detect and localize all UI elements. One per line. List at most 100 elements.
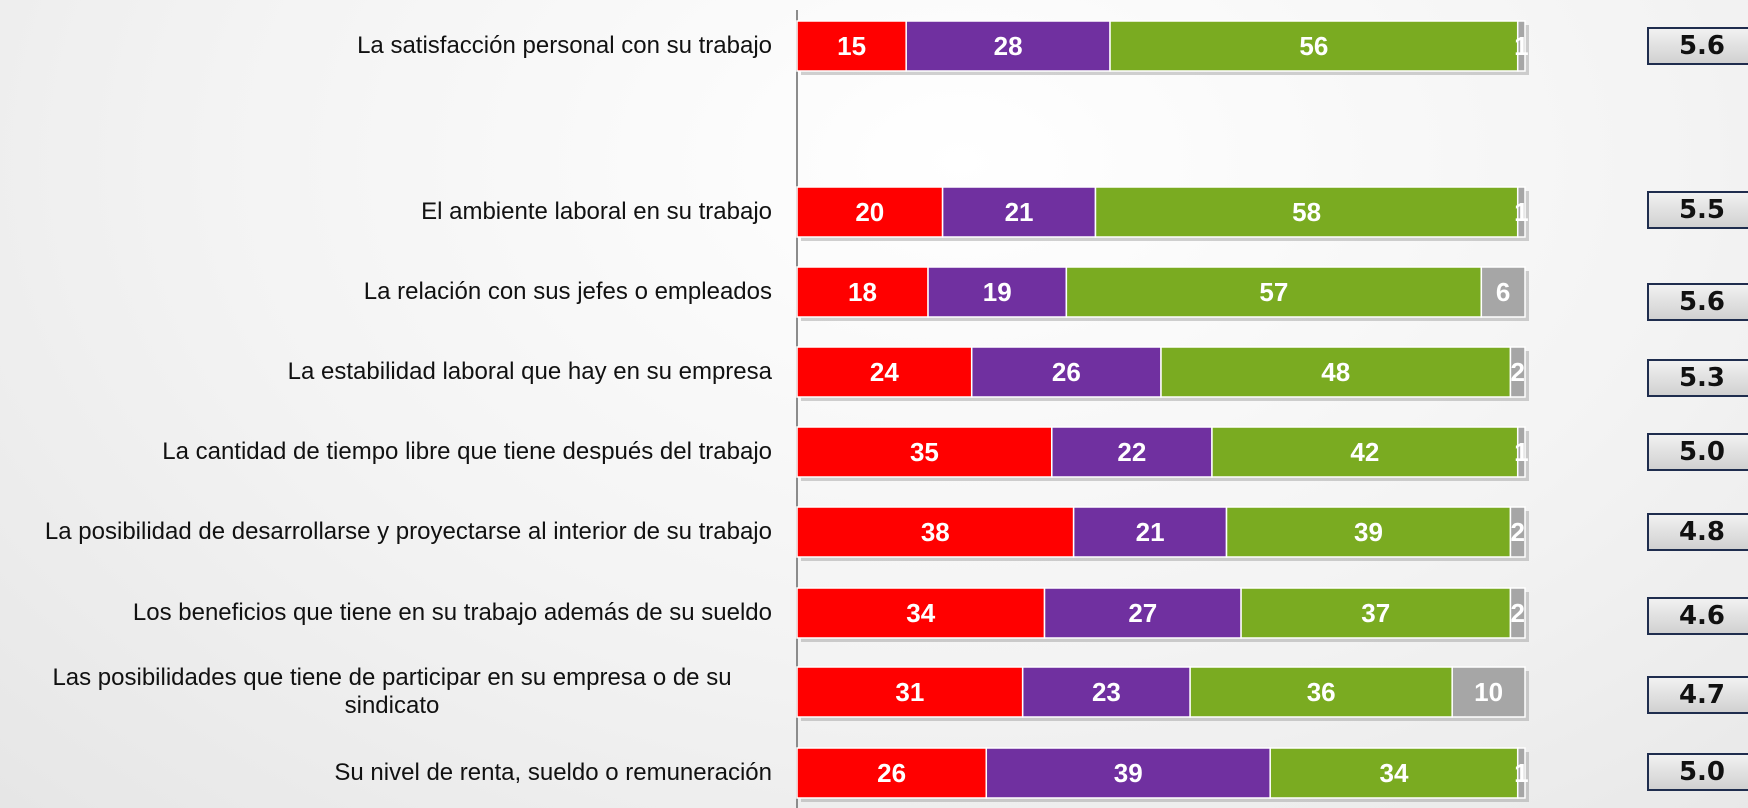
score-label: 4.6	[1679, 601, 1725, 631]
score-box	[1647, 191, 1748, 229]
score-box	[1647, 676, 1748, 714]
value-label: 2	[1510, 357, 1524, 387]
bar-segment	[1065, 266, 1483, 318]
score-box	[1647, 433, 1748, 471]
bar-segment	[941, 186, 1097, 238]
bar-segment	[796, 747, 988, 799]
category-text: La posibilidad de desarrollarse y proyec…	[44, 518, 772, 545]
value-label: 2	[1510, 517, 1524, 547]
category-label: La estabilidad laboral que hay en su emp…	[0, 358, 772, 386]
score-label: 5.6	[1679, 287, 1725, 317]
value-label: 39	[1354, 517, 1383, 547]
value-label: 48	[1321, 357, 1350, 387]
bar-segment	[796, 506, 1075, 558]
category-text: Las posibilidades que tiene de participa…	[52, 664, 732, 719]
value-label: 27	[1128, 598, 1157, 628]
score-box	[1647, 597, 1748, 635]
value-label: 31	[895, 677, 924, 707]
value-label: 23	[1092, 677, 1121, 707]
bar-segment	[796, 186, 944, 238]
bar-segment	[1480, 266, 1526, 318]
bar-segment	[796, 266, 929, 318]
bar-segment	[1516, 426, 1526, 478]
value-label: 1	[1514, 437, 1528, 467]
bar-segment	[796, 666, 1024, 718]
bar-segment	[1051, 426, 1213, 478]
bar-segment	[1509, 587, 1526, 639]
score-label: 5.3	[1679, 363, 1725, 393]
score-label: 5.6	[1679, 31, 1725, 61]
category-label: Su nivel de renta, sueldo o remuneración	[0, 759, 772, 787]
value-label: 19	[983, 277, 1012, 307]
bar-segment	[1160, 346, 1512, 398]
value-label: 2	[1510, 598, 1524, 628]
bar-segment	[1043, 587, 1242, 639]
bar-segment	[1021, 666, 1191, 718]
value-label: 20	[855, 197, 884, 227]
value-label: 1	[1514, 31, 1528, 61]
bar-segment	[1516, 186, 1526, 238]
bar-segment	[796, 426, 1053, 478]
category-label: La relación con sus jefes o empleados	[0, 278, 772, 306]
value-label: 56	[1299, 31, 1328, 61]
category-label: La satisfacción personal con su trabajo	[0, 32, 772, 60]
bar-segment	[1509, 506, 1526, 558]
score-label: 4.7	[1679, 680, 1725, 710]
value-label: 1	[1514, 197, 1528, 227]
value-label: 37	[1361, 598, 1390, 628]
value-label: 58	[1292, 197, 1321, 227]
category-text: Su nivel de renta, sueldo o remuneración	[334, 759, 772, 786]
value-label: 28	[994, 31, 1023, 61]
category-label: El ambiente laboral en su trabajo	[0, 198, 772, 226]
bar-segment	[1516, 747, 1526, 799]
bar-segment	[1109, 20, 1519, 72]
category-text: La estabilidad laboral que hay en su emp…	[287, 358, 772, 385]
bar-segment	[1211, 426, 1519, 478]
category-text: El ambiente laboral en su trabajo	[421, 198, 772, 225]
bar-segment	[796, 20, 907, 72]
value-label: 39	[1114, 758, 1143, 788]
value-label: 24	[870, 357, 899, 387]
category-label: Las posibilidades que tiene de participa…	[0, 664, 772, 720]
bar-segment	[927, 266, 1068, 318]
score-box	[1647, 753, 1748, 791]
value-label: 42	[1350, 437, 1379, 467]
score-label: 5.5	[1679, 195, 1725, 225]
bar-segment	[796, 346, 973, 398]
score-label: 5.0	[1679, 757, 1725, 787]
bar-segment	[1094, 186, 1519, 238]
bar-segment	[1225, 506, 1512, 558]
value-label: 10	[1474, 677, 1503, 707]
category-text: La cantidad de tiempo libre que tiene de…	[162, 438, 772, 465]
value-label: 34	[906, 598, 935, 628]
category-text: Los beneficios que tiene en su trabajo a…	[132, 599, 772, 626]
value-label: 21	[1136, 517, 1165, 547]
score-box	[1647, 283, 1748, 321]
value-label: 6	[1496, 277, 1510, 307]
value-label: 36	[1307, 677, 1336, 707]
value-label: 57	[1259, 277, 1288, 307]
value-label: 38	[921, 517, 950, 547]
value-label: 1	[1514, 758, 1528, 788]
score-box	[1647, 359, 1748, 397]
bar-segment	[1516, 20, 1526, 72]
score-label: 5.0	[1679, 437, 1725, 467]
value-label: 21	[1005, 197, 1034, 227]
score-box	[1647, 27, 1748, 65]
category-label: La cantidad de tiempo libre que tiene de…	[0, 438, 772, 466]
bar-segment	[796, 587, 1046, 639]
score-box	[1647, 513, 1748, 551]
bar-segment	[1451, 666, 1526, 718]
value-label: 26	[877, 758, 906, 788]
bar-segment	[905, 20, 1111, 72]
value-label: 34	[1379, 758, 1408, 788]
bar-segment	[1509, 346, 1526, 398]
category-label: La posibilidad de desarrollarse y proyec…	[0, 518, 772, 546]
bar-segment	[1269, 747, 1519, 799]
bar-segment	[1240, 587, 1512, 639]
category-label: Los beneficios que tiene en su trabajo a…	[0, 599, 772, 627]
value-label: 22	[1117, 437, 1146, 467]
value-label: 15	[837, 31, 866, 61]
